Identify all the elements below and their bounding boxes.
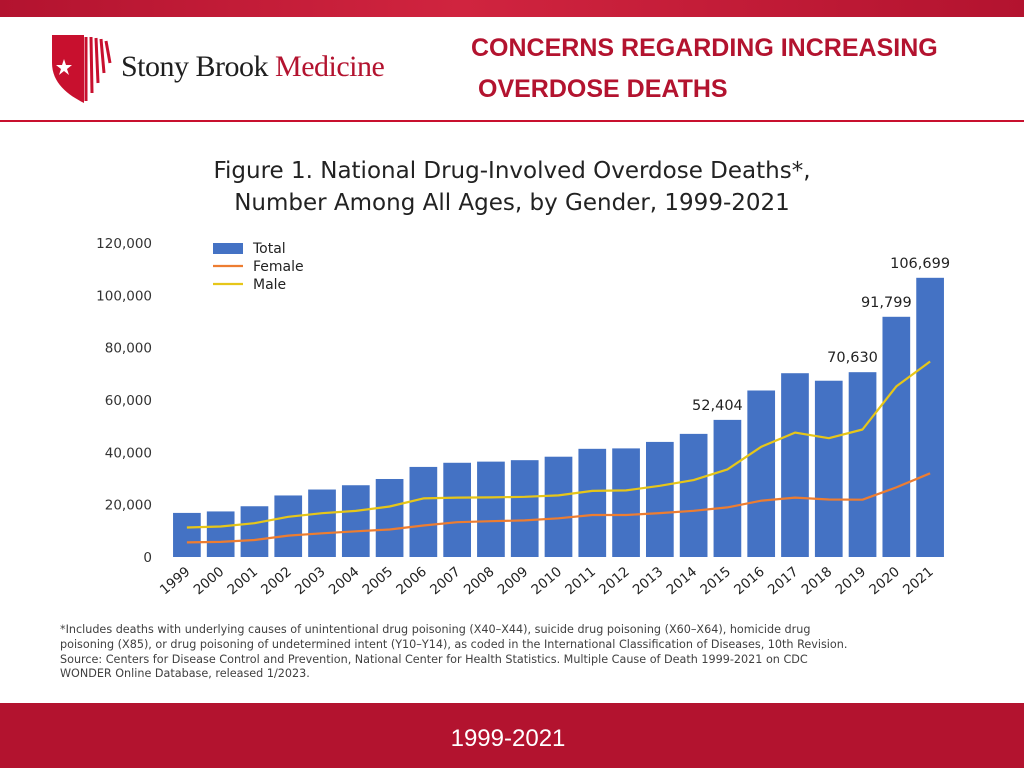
footnote-line: poisoning (X85), or drug poisoning of un… <box>60 637 848 651</box>
x-tick-label: 2016 <box>731 564 768 598</box>
y-tick-label: 120,000 <box>96 236 152 252</box>
data-label: 52,404 <box>692 398 743 414</box>
bar-total-2018 <box>814 380 843 557</box>
y-tick-label: 0 <box>143 550 152 566</box>
chart-legend: Total Female Male <box>213 241 304 293</box>
x-tick-label: 2011 <box>562 564 599 598</box>
bar-total-2008 <box>477 461 505 557</box>
x-tick-label: 2014 <box>664 564 701 598</box>
star-icon <box>56 59 72 75</box>
x-tick-label: 2017 <box>765 564 802 598</box>
line-male <box>186 360 931 529</box>
brand-primary-text: Stony Brook <box>121 50 269 83</box>
x-tick-label: 2003 <box>292 564 329 598</box>
plot-area: 0 20,000 40,000 60,000 80,000 100,000 120,000 1… <box>96 236 950 598</box>
x-tick-label: 2020 <box>866 564 903 598</box>
bar-total-2003 <box>308 489 336 557</box>
footnote-line: *Includes deaths with underlying causes … <box>60 623 811 636</box>
data-label: 70,630 <box>827 350 878 366</box>
x-tick-label: 1999 <box>157 564 194 598</box>
x-tick-label: 2010 <box>528 564 565 598</box>
footnote-line: Source: Centers for Disease Control and … <box>60 652 808 666</box>
y-tick-label: 60,000 <box>105 393 152 409</box>
x-tick-label: 2013 <box>630 564 667 598</box>
chart-footnote: *Includes deaths with underlying causes … <box>60 623 980 682</box>
bar-total-2017 <box>781 373 809 557</box>
bar-total-2012 <box>612 448 640 557</box>
brand-wordmark: Stony Brook Medicine <box>121 50 385 84</box>
brand-secondary-text: Medicine <box>275 50 385 83</box>
footer-year-range: 1999-2021 <box>450 725 566 752</box>
legend-label: Female <box>253 259 304 275</box>
bar-total-2015 <box>713 419 742 557</box>
data-label: 106,699 <box>890 256 950 272</box>
chart-title-line-1: Figure 1. National Drug-Involved Overdos… <box>213 158 810 184</box>
chart-title-line-2: Number Among All Ages, by Gender, 1999-2… <box>234 190 790 216</box>
x-tick-label: 2015 <box>697 564 734 598</box>
x-tick-label: 2006 <box>393 564 430 598</box>
x-tick-label: 2004 <box>326 564 363 598</box>
x-tick-label: 2001 <box>224 564 261 598</box>
header-divider <box>0 120 1024 122</box>
x-tick-label: 2008 <box>461 564 498 598</box>
slide-title-line-2: OVERDOSE DEATHS <box>478 75 728 103</box>
bar-total-2014 <box>679 433 708 557</box>
x-tick-label: 2007 <box>427 564 464 598</box>
x-tick-label: 2005 <box>360 564 397 598</box>
legend-label: Male <box>253 277 286 293</box>
bar-total-2016 <box>747 390 776 557</box>
bar-total-2013 <box>645 441 674 557</box>
slide-title-line-1: CONCERNS REGARDING INCREASING <box>471 34 938 62</box>
footnote-line: WONDER Online Database, released 1/2023. <box>60 667 310 681</box>
stony-brook-shield-logo <box>52 35 112 103</box>
x-tick-label: 2009 <box>495 564 532 598</box>
line-female <box>186 472 931 544</box>
overdose-deaths-chart: Figure 1. National Drug-Involved Overdos… <box>96 158 950 598</box>
data-label: 91,799 <box>861 295 912 311</box>
bar-total-2011 <box>578 448 607 557</box>
bar-total-2009 <box>510 460 539 557</box>
legend-label: Total <box>252 241 286 257</box>
bar-total-2001 <box>240 506 269 557</box>
y-tick-label: 20,000 <box>105 498 152 514</box>
x-tick-label: 2018 <box>799 564 836 598</box>
bar-total-2021 <box>916 277 944 557</box>
x-tick-label: 2019 <box>833 564 870 598</box>
x-tick-label: 2021 <box>900 564 937 598</box>
bar-total-2002 <box>274 495 303 557</box>
y-tick-label: 100,000 <box>96 288 152 304</box>
x-tick-label: 2012 <box>596 564 633 598</box>
legend-swatch-total <box>213 243 243 254</box>
footer-band: 1999-2021 <box>0 703 1024 768</box>
bar-total-2005 <box>375 478 404 557</box>
bar-total-2006 <box>409 466 438 557</box>
bar-total-2000 <box>206 511 235 557</box>
bar-total-2020 <box>882 316 911 557</box>
y-tick-label: 40,000 <box>105 445 152 461</box>
bar-total-2019 <box>848 372 877 557</box>
slide-title: CONCERNS REGARDING INCREASING OVERDOSE D… <box>471 28 938 110</box>
x-tick-label: 2002 <box>258 564 295 598</box>
bar-total-2004 <box>341 485 370 557</box>
bar-total-1999 <box>173 512 201 557</box>
y-tick-label: 80,000 <box>105 341 152 357</box>
top-accent-bar <box>0 0 1024 17</box>
bar-total-2010 <box>544 456 573 557</box>
x-tick-label: 2000 <box>191 564 228 598</box>
bar-total-2007 <box>443 462 472 557</box>
